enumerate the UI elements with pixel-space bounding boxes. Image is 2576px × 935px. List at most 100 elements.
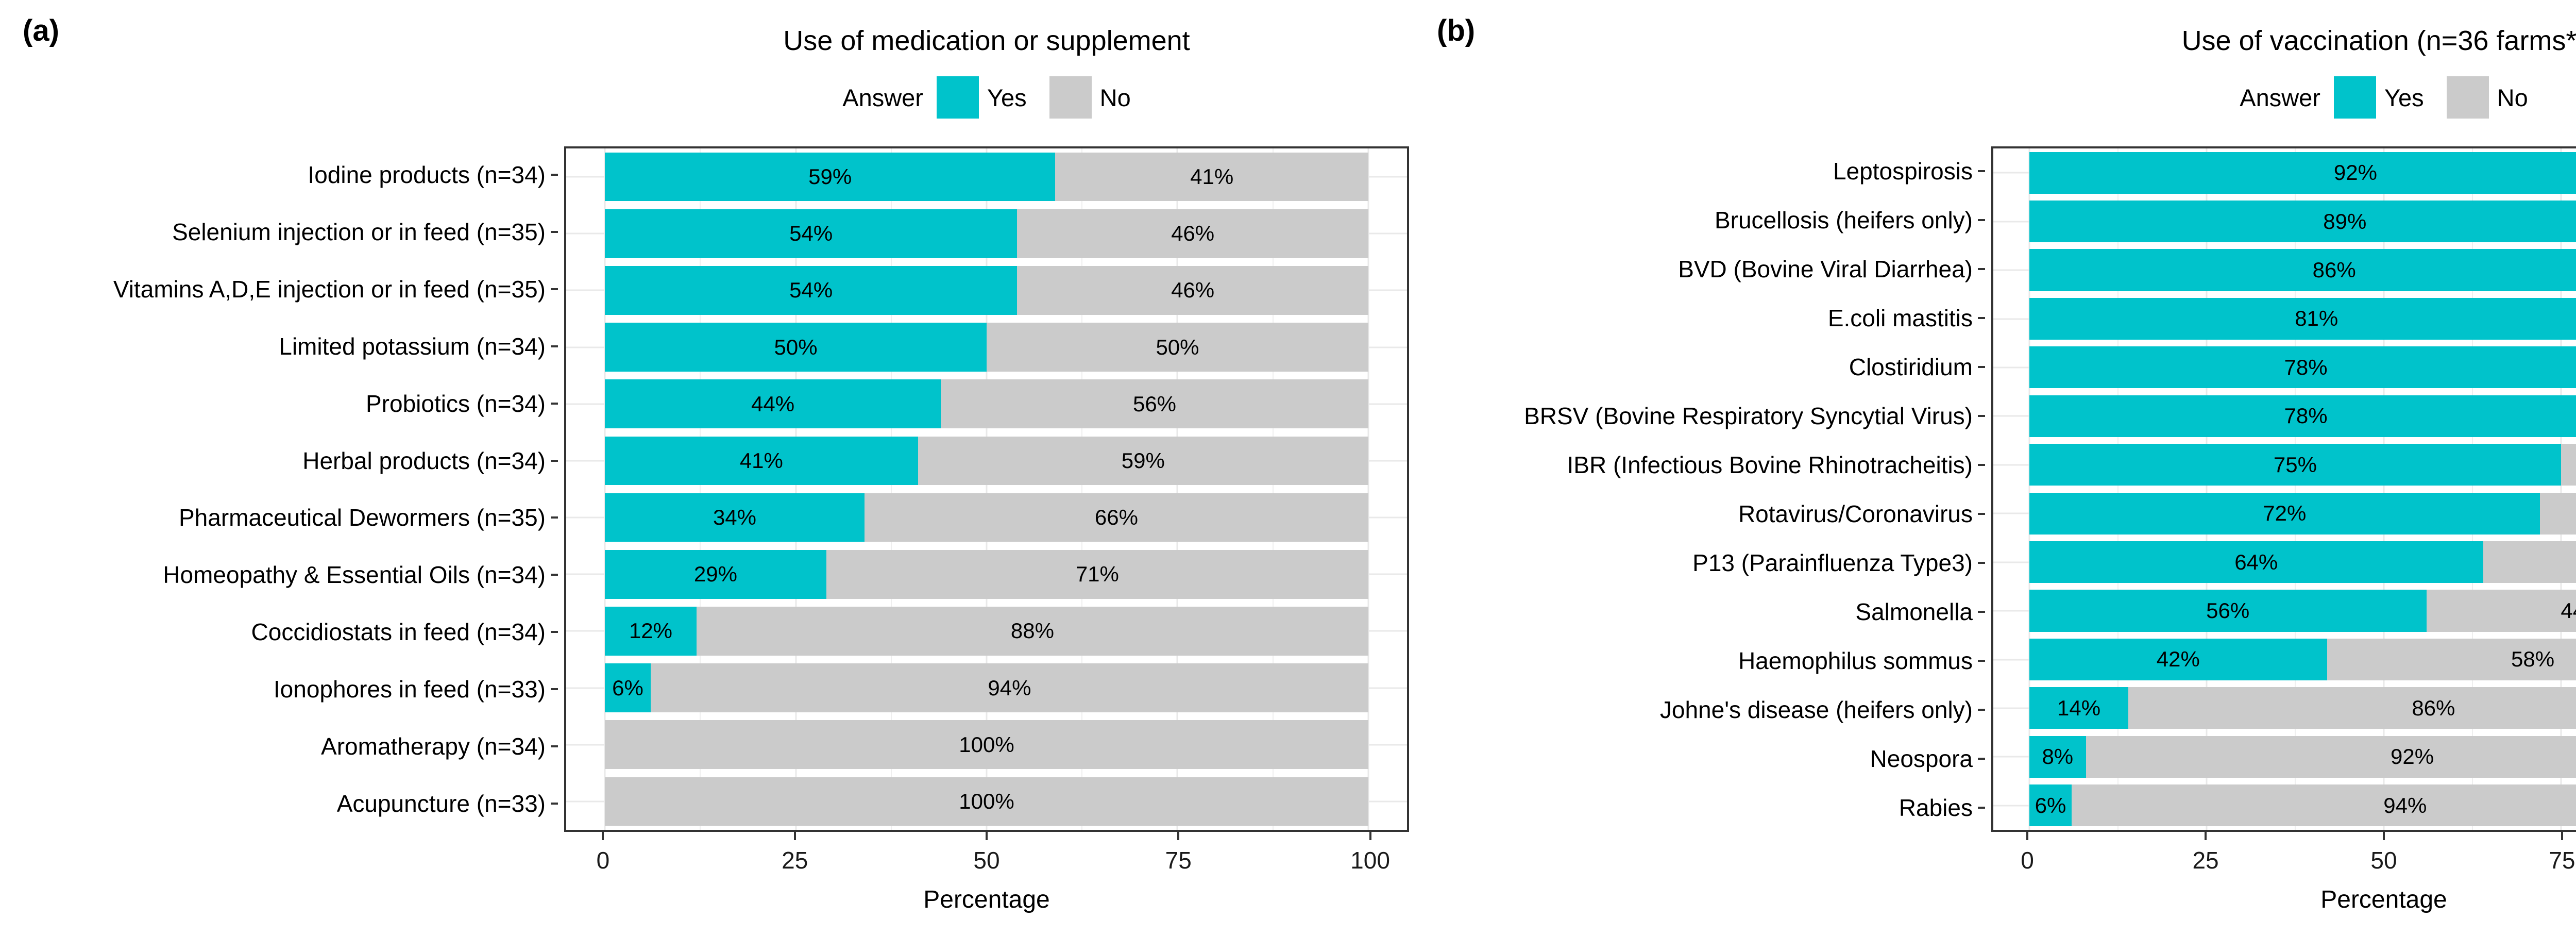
y-tick-mark <box>1978 512 1985 515</box>
bar-segment-no: 92% <box>2086 736 2576 778</box>
category-label-text: IBR (Infectious Bovine Rhinotracheitis) <box>1567 451 1973 478</box>
bar-segment-no: 36% <box>2483 541 2576 583</box>
y-tick-mark <box>551 345 558 347</box>
chart-b: Leptospirosis Brucellosis (heifers only) B… <box>1414 146 2576 832</box>
bar-value-label: 41% <box>739 448 783 473</box>
plot-area: 92%8%89%11%86%14%81%19%78%22%78%22%75%25… <box>1991 146 2576 832</box>
bars: 92%8%89%11%86%14%81%19%78%22%78%22%75%25… <box>2029 148 2576 830</box>
bar-segment-no: 66% <box>864 493 1368 542</box>
bar-row: 6% 94% <box>605 660 1368 716</box>
legend: Answer Yes No <box>1991 69 2576 126</box>
bar-segment-yes: 6% <box>605 663 651 712</box>
bar-segment-no: 28% <box>2539 492 2576 535</box>
category-label: Aromatherapy (n=34) <box>0 717 564 775</box>
category-label: Salmonella <box>1414 587 1991 636</box>
panel-letter-a: (a) <box>23 14 59 47</box>
bar-value-label: 8% <box>2042 744 2074 769</box>
bar-value-label: 81% <box>2295 306 2338 331</box>
y-tick-mark <box>1978 365 1985 368</box>
category-label: Neospora <box>1414 734 1991 783</box>
bar-segment-no: 44% <box>2426 590 2576 632</box>
y-tick-mark <box>1978 316 1985 319</box>
bar-value-label: 86% <box>2412 695 2455 720</box>
category-label-text: Pharmaceutical Dewormers (n=35) <box>179 504 546 531</box>
bar-value-label: 46% <box>1171 221 1215 246</box>
x-tick-mark <box>986 832 988 840</box>
bar-value-label: 92% <box>2391 744 2434 769</box>
category-label: Ionophores in feed (n=33) <box>0 660 564 717</box>
category-label: IBR (Infectious Bovine Rhinotracheitis) <box>1414 440 1991 489</box>
bar-segment-no: 100% <box>605 720 1368 770</box>
legend-title: Answer <box>2240 84 2320 111</box>
category-label: Coccidiostats in feed (n=34) <box>0 604 564 661</box>
legend-label-no: No <box>1099 84 1131 111</box>
bar-segment-no: 46% <box>1017 209 1368 258</box>
panel-a-title-row: Use of medication or supplement <box>564 12 1409 69</box>
x-tick-label: 75 <box>2549 847 2575 874</box>
category-label: Limited potassium (n=34) <box>0 318 564 375</box>
y-tick-mark <box>1978 659 1985 662</box>
bar-value-label: 71% <box>1075 562 1119 587</box>
bar-value-label: 58% <box>2511 647 2555 672</box>
bar-value-label: 100% <box>959 789 1014 813</box>
bar-segment-no: 94% <box>650 663 1368 712</box>
x-tick-label: 75 <box>1165 847 1192 874</box>
bar-track: 54% 46% <box>605 209 1368 258</box>
bar-segment-yes: 78% <box>2029 346 2576 389</box>
y-tick-mark <box>551 516 558 519</box>
major-gridline <box>795 148 797 830</box>
category-label-text: Homeopathy & Essential Oils (n=34) <box>163 561 546 589</box>
bar-value-label: 6% <box>2035 793 2066 817</box>
bar-value-label: 42% <box>2156 647 2200 672</box>
bar-segment-yes: 12% <box>605 607 697 656</box>
bar-track: 75% 25% <box>2029 444 2576 486</box>
bar-row: 34% 66% <box>605 489 1368 546</box>
y-axis-labels: Leptospirosis Brucellosis (heifers only) B… <box>1414 146 1991 832</box>
bar-track: 41% 59% <box>605 436 1368 486</box>
category-label-text: Clostiridium <box>1849 353 1973 380</box>
bar-segment-no: 71% <box>826 549 1368 599</box>
x-tick-mark <box>602 832 604 840</box>
bar-track: 34% 66% <box>605 493 1368 542</box>
major-gridline <box>1367 148 1369 830</box>
bar-row: 78%22% <box>2029 343 2576 392</box>
bar-value-label: 41% <box>1190 164 1234 189</box>
bar-track: 50% 50% <box>605 323 1368 372</box>
y-tick-mark <box>551 402 558 405</box>
bar-segment-no: 88% <box>696 607 1368 656</box>
x-tick-label: 0 <box>2021 847 2034 874</box>
category-label: Homeopathy & Essential Oils (n=34) <box>0 546 564 604</box>
major-gridline <box>2383 148 2385 830</box>
category-label-text: Limited potassium (n=34) <box>279 332 546 360</box>
bar-track: 81%19% <box>2029 297 2576 340</box>
bar-value-label: 86% <box>2312 258 2356 282</box>
bar-track: 6% 94% <box>2029 784 2576 827</box>
category-label-text: Neospora <box>1870 745 1973 772</box>
y-tick-mark <box>551 574 558 576</box>
bar-segment-yes: 78% <box>2029 395 2576 437</box>
bar-track: 86%14% <box>2029 249 2576 291</box>
bar-segment-yes: 81% <box>2029 297 2576 340</box>
y-tick-mark <box>551 459 558 462</box>
bar-row: 81%19% <box>2029 294 2576 343</box>
bar-value-label: 46% <box>1171 278 1215 303</box>
bar-value-label: 50% <box>774 335 818 359</box>
category-label-text: Acupuncture (n=33) <box>336 790 546 817</box>
bar-track: 59% 41% <box>605 152 1368 202</box>
bar-row: 54% 46% <box>605 262 1368 319</box>
bar-track: 92%8% <box>2029 152 2576 194</box>
category-label: Vitamins A,D,E injection or in feed (n=3… <box>0 261 564 318</box>
bar-segment-yes: 29% <box>605 549 826 599</box>
bar-track: 8% 92% <box>2029 736 2576 778</box>
y-tick-mark <box>1978 219 1985 221</box>
y-tick-mark <box>551 631 558 633</box>
bar-row: 44% 56% <box>605 376 1368 432</box>
bar-track: 42% 58% <box>2029 638 2576 681</box>
bar-value-label: 6% <box>612 675 643 700</box>
major-gridline <box>986 148 988 830</box>
bar-value-label: 54% <box>789 221 833 246</box>
x-tick-mark <box>1177 832 1180 840</box>
bar-segment-no: 50% <box>987 323 1368 372</box>
